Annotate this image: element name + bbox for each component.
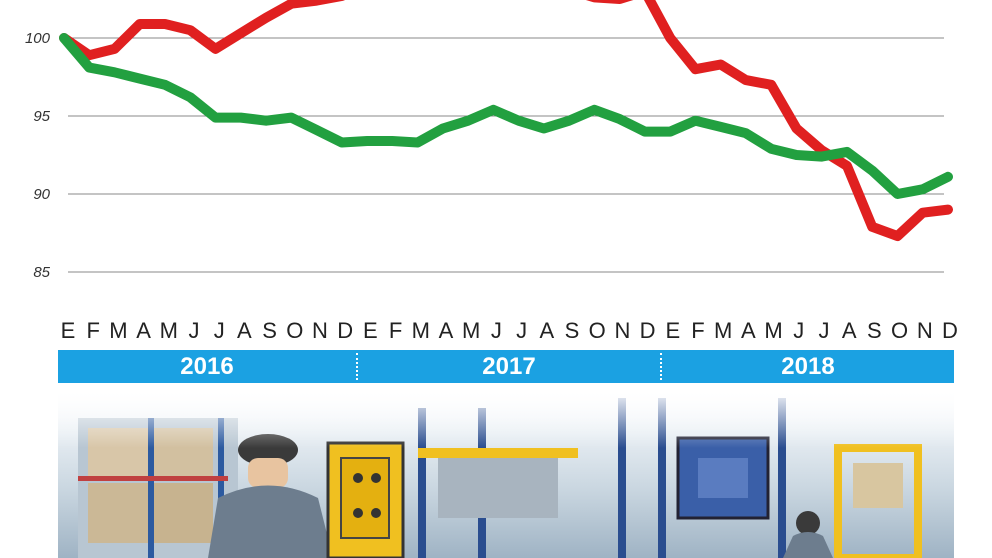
year-separator bbox=[356, 353, 358, 380]
month-label: A bbox=[539, 318, 554, 340]
y-axis-ticks: 100 95 90 85 bbox=[25, 30, 51, 281]
month-label: O bbox=[891, 318, 908, 340]
month-label: J bbox=[516, 318, 527, 340]
month-label: M bbox=[462, 318, 480, 340]
factory-photo bbox=[58, 388, 954, 558]
year-separator bbox=[660, 353, 662, 380]
y-tick-label: 85 bbox=[33, 264, 50, 281]
month-label: D bbox=[640, 318, 656, 340]
month-label: S bbox=[565, 318, 580, 340]
month-label: A bbox=[741, 318, 756, 340]
series-line-red bbox=[59, 0, 953, 242]
month-label: D bbox=[942, 318, 958, 340]
month-label: E bbox=[61, 318, 76, 340]
month-label: O bbox=[286, 318, 303, 340]
month-label: A bbox=[136, 318, 151, 340]
month-label: M bbox=[412, 318, 430, 340]
month-label: N bbox=[614, 318, 630, 340]
month-label: M bbox=[109, 318, 127, 340]
month-label: N bbox=[917, 318, 933, 340]
month-label: N bbox=[312, 318, 328, 340]
photo-fade bbox=[58, 388, 954, 448]
month-label: J bbox=[189, 318, 200, 340]
y-tick-label: 95 bbox=[33, 108, 50, 125]
month-label: S bbox=[867, 318, 882, 340]
month-label: M bbox=[160, 318, 178, 340]
month-label: F bbox=[86, 318, 99, 340]
month-label: E bbox=[665, 318, 680, 340]
year-label-2017: 2017 bbox=[482, 353, 536, 380]
month-label: A bbox=[237, 318, 252, 340]
month-label: E bbox=[363, 318, 378, 340]
series-lines bbox=[59, 0, 953, 242]
month-label: J bbox=[793, 318, 804, 340]
y-tick-label: 90 bbox=[33, 186, 50, 203]
month-label: J bbox=[491, 318, 502, 340]
year-label-2016: 2016 bbox=[180, 353, 234, 380]
year-bar: 2016 2017 2018 bbox=[58, 350, 954, 383]
month-label: D bbox=[337, 318, 353, 340]
month-label: F bbox=[691, 318, 704, 340]
series-line-green bbox=[59, 33, 953, 199]
month-label: M bbox=[764, 318, 782, 340]
month-label: S bbox=[262, 318, 277, 340]
month-label: O bbox=[589, 318, 606, 340]
y-tick-label: 100 bbox=[25, 30, 51, 47]
month-label: J bbox=[819, 318, 830, 340]
month-label: A bbox=[439, 318, 454, 340]
month-label: M bbox=[714, 318, 732, 340]
month-label: F bbox=[389, 318, 402, 340]
month-label: J bbox=[214, 318, 225, 340]
year-label-2018: 2018 bbox=[781, 353, 835, 380]
month-label: A bbox=[842, 318, 857, 340]
